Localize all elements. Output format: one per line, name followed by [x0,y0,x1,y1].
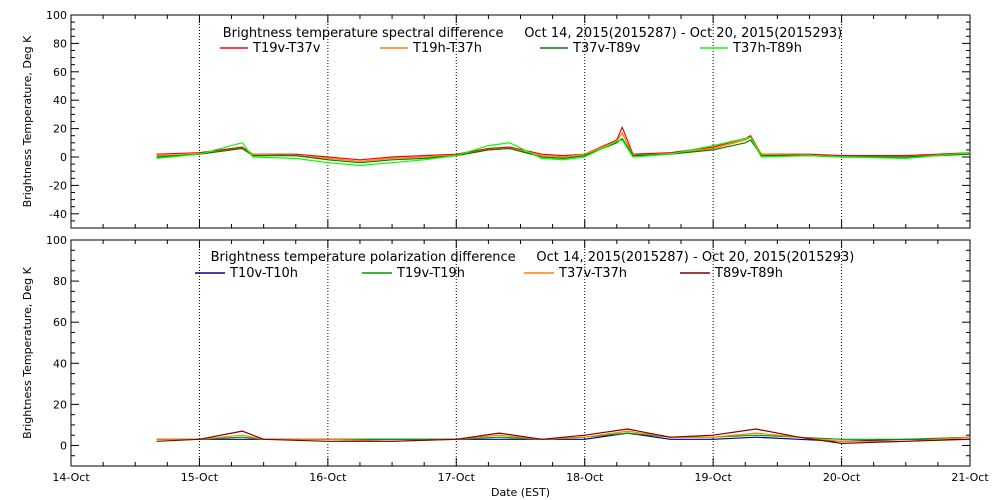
legend-label: T37v-T89v [572,41,641,56]
y-axis-title: Brightness Temperature, Deg K [21,266,34,438]
legend-label: T89v-T89h [714,266,783,281]
y-tick-label: 40 [53,357,67,370]
y-tick-label: 0 [60,439,67,452]
y-axis-title: Brightness Temperature, Deg K [21,35,34,207]
y-tick-label: 80 [53,275,67,288]
legend-label: T10v-T10h [229,266,298,281]
y-tick-label: 60 [53,66,67,79]
y-tick-label: 40 [53,94,67,107]
legend: T10v-T10h T19v-T19h T37v-T37h T89v-T89h [195,266,783,281]
x-tick-label: 20-Oct [823,471,861,484]
legend-label: T37v-T37h [558,266,627,281]
y-tick-label: 20 [53,123,67,136]
x-tick-label: 17-Oct [438,471,476,484]
x-tick-label: 18-Oct [566,471,604,484]
spectral-difference-panel: -40 -20 0 20 40 60 80 100 Brightness Temperature… [21,9,971,229]
y-tick-label: 60 [53,316,67,329]
x-tick-label: 19-Oct [694,471,732,484]
x-tick-label: 15-Oct [181,471,219,484]
y-tick-label: 20 [53,398,67,411]
legend-label: T19h-T37h [412,41,482,56]
series-line-t37v-t89v [156,137,971,164]
polarization-difference-panel: 14-Oct 15-Oct 16-Oct 17-Oct 18-Oct 19-Oct 20-O… [21,234,989,499]
x-tick-label: 14-Oct [52,471,90,484]
x-tick-label: 16-Oct [309,471,347,484]
series-line-t37h-t89h [156,136,971,167]
legend-label: T37h-T89h [732,41,802,56]
chart-title: Brightness temperature spectral differen… [223,26,843,41]
y-tick-label: -40 [49,208,67,221]
x-axis-title: Date (EST) [491,486,550,499]
x-tick-label: 21-Oct [951,471,989,484]
y-tick-label: 100 [46,234,67,247]
legend: T19v-T37v T19h-T37h T37v-T89v T37h-T89h [220,41,802,56]
legend-label: T19v-T37v [252,41,321,56]
y-tick-label: 0 [60,151,67,164]
y-tick-label: -20 [49,179,67,192]
series-line-t89v-t89h [156,428,971,444]
y-tick-label: 100 [46,9,67,22]
legend-label: T19v-T19h [396,266,465,281]
chart-title: Brightness temperature polarization diff… [211,250,855,265]
plot-frame [70,239,971,467]
plot-frame [70,14,971,229]
y-tick-label: 80 [53,37,67,50]
